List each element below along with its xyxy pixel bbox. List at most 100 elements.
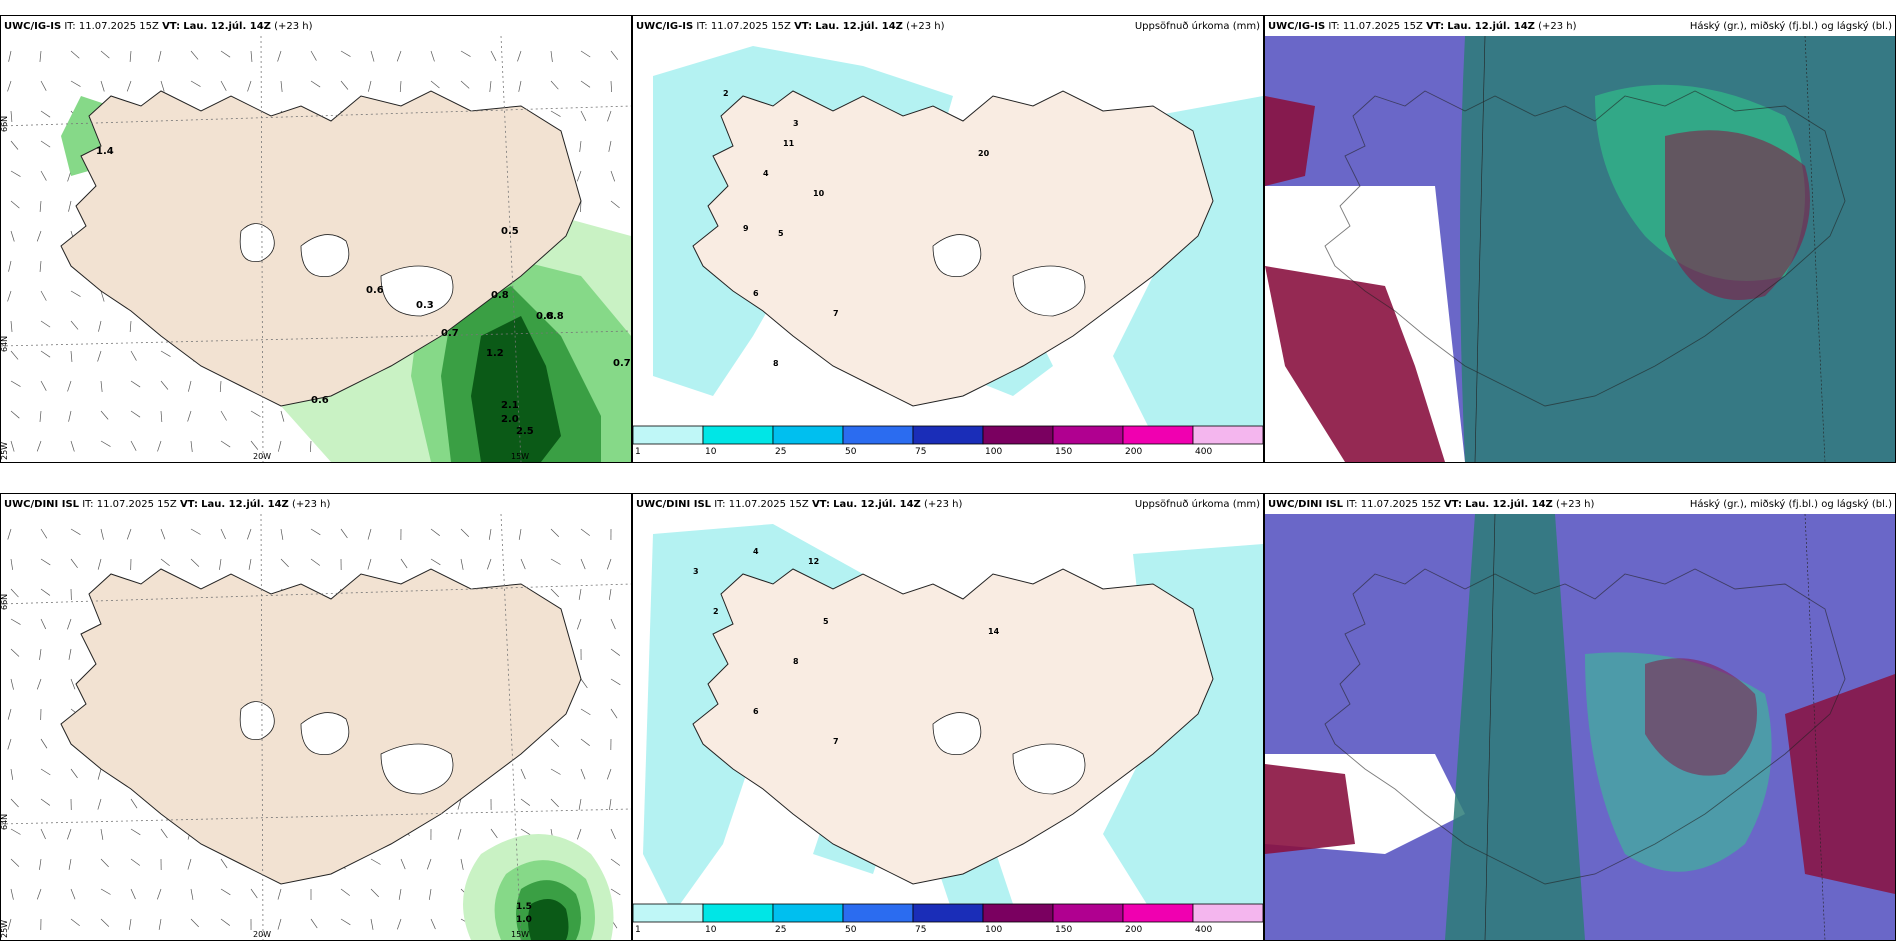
wind-barb — [130, 440, 137, 451]
wind-barb — [460, 528, 470, 537]
colorbar-swatch — [772, 425, 844, 445]
panel-title: Háský (gr.), miðský (fj.bl.) og lágský (… — [1689, 20, 1892, 32]
wind-barb — [280, 558, 289, 568]
panel-header: UWC/IG-IS IT: 11.07.2025 15Z VT: Lau. 12… — [1265, 16, 1895, 36]
wind-barb — [370, 888, 379, 898]
accum-precip-map: 2 3 4 5 6 7 8 12 14 — [633, 514, 1263, 940]
colorbar-swatch — [912, 903, 984, 923]
model-name: UWC/DINI ISL — [636, 498, 712, 510]
wind-barb — [606, 768, 612, 780]
wind-barb — [550, 80, 559, 90]
wind-barb — [39, 858, 42, 870]
vt-value: Lau. 12.júl. 14Z — [1447, 20, 1535, 32]
wind-barb — [40, 618, 47, 630]
wind-barb — [100, 410, 109, 420]
wind-barb — [129, 50, 132, 62]
model-name: UWC/IG-IS — [4, 20, 62, 32]
wind-barb — [220, 80, 227, 91]
wind-precip-map: 1.5 1.0 66N 64N 25W 20W 15W — [1, 514, 631, 940]
wind-barb — [10, 350, 19, 360]
wind-barb — [10, 558, 13, 570]
it-label: IT: — [1328, 20, 1340, 32]
wind-barb — [10, 230, 15, 242]
wind-barb — [7, 708, 12, 720]
precip-value-label: 1.0 — [516, 915, 532, 925]
wind-barb — [160, 380, 169, 390]
wind-barb — [130, 888, 136, 900]
precip-value-label: 5 — [823, 617, 829, 626]
wind-barb — [400, 558, 408, 569]
wind-barb — [610, 618, 616, 630]
colorbar-tick-label: 10 — [705, 447, 717, 457]
wind-barb — [7, 80, 12, 92]
panel-title: Uppsöfnuð úrkoma (mm) — [1134, 20, 1260, 32]
it-label: IT: — [1346, 498, 1358, 510]
wind-barb — [550, 110, 561, 117]
wind-barb — [488, 528, 492, 540]
wind-barb — [457, 798, 462, 810]
axis-lon15: 15W — [511, 452, 529, 461]
colorbar-tick-label: 200 — [1125, 447, 1142, 457]
precip-value-label: 1.2 — [486, 348, 504, 359]
colorbar-tick-label: 150 — [1055, 447, 1072, 457]
wind-barb — [280, 80, 283, 92]
wind-barb — [160, 350, 171, 357]
wind-barb — [219, 380, 222, 392]
wind-barb — [579, 140, 582, 152]
wind-barb — [70, 440, 75, 452]
wind-barb — [370, 918, 374, 930]
wind-barb — [100, 50, 110, 59]
wind-barb — [460, 50, 471, 57]
wind-barb — [68, 410, 72, 422]
wind-barb — [36, 230, 42, 242]
wind-barb — [277, 440, 282, 452]
wind-barb — [578, 588, 582, 600]
wind-barb — [610, 200, 620, 209]
precip-value-label: 0.7 — [613, 358, 631, 369]
wind-barb — [310, 558, 321, 566]
wind-barb — [10, 678, 14, 690]
wind-barb — [430, 50, 435, 62]
wind-barb — [68, 648, 72, 660]
wind-barb — [430, 558, 441, 566]
precip-value-label: 4 — [753, 547, 759, 556]
wind-barb — [609, 798, 612, 810]
colorbar-tick-label: 400 — [1195, 925, 1212, 935]
wind-barb — [40, 588, 51, 596]
wind-barb — [580, 200, 582, 213]
wind-barb — [97, 558, 102, 570]
wind-barb — [430, 918, 436, 930]
precip-value-label: 9 — [743, 224, 749, 233]
wind-barb — [39, 200, 42, 212]
wind-barb — [400, 858, 406, 870]
vt-value: Lau. 12.júl. 14Z — [201, 498, 289, 510]
colorbar: 1 10 25 50 75 100 150 200 400 — [633, 903, 1263, 935]
wind-barb — [220, 888, 231, 896]
wind-barb — [190, 888, 194, 900]
wind-barb — [367, 558, 372, 570]
wind-barb — [100, 440, 111, 447]
wind-barb — [67, 380, 72, 392]
vt-label: VT: — [179, 498, 198, 510]
wind-barb — [578, 798, 582, 810]
colorbar-swatch — [633, 425, 704, 445]
wind-barb — [428, 888, 432, 900]
it-label: IT: — [714, 498, 726, 510]
wind-barb — [310, 918, 318, 929]
wind-barb — [157, 440, 162, 452]
wind-barb — [247, 528, 252, 540]
wind-barb — [220, 528, 226, 540]
wind-barb — [190, 558, 200, 567]
wind-barb — [70, 558, 78, 569]
wind-barb — [340, 80, 349, 90]
wind-barb — [187, 858, 192, 870]
wind-barb — [10, 768, 14, 780]
wind-barb — [397, 918, 402, 930]
colorbar-tick-label: 100 — [985, 925, 1002, 935]
wind-barb — [10, 200, 20, 209]
precip-value-label: 8 — [793, 657, 799, 666]
panel-accum-precip-top: UWC/IG-IS IT: 11.07.2025 15Z VT: Lau. 12… — [632, 15, 1264, 463]
wind-barb — [10, 618, 21, 625]
wind-barb — [580, 50, 591, 58]
wind-barb — [40, 80, 47, 91]
